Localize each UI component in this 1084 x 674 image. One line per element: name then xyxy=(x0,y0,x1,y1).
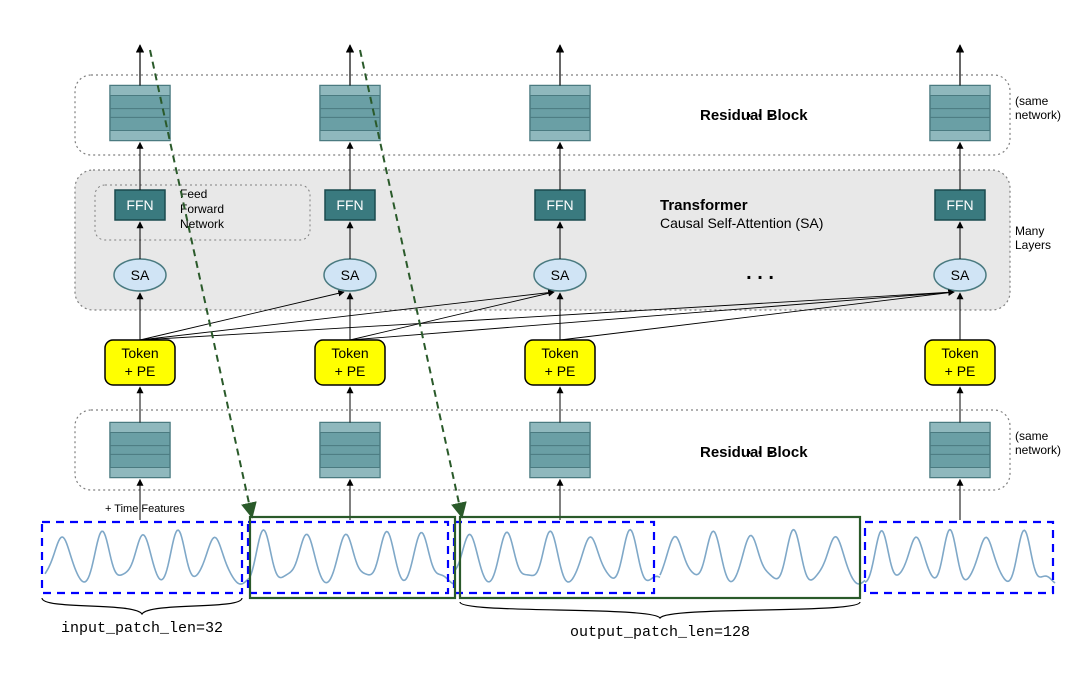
input-patch-box xyxy=(454,522,654,593)
many-layers-label: ManyLayers xyxy=(1015,224,1051,252)
input-patch-box xyxy=(865,522,1053,593)
signal-waveform xyxy=(660,530,865,584)
svg-text:+ PE: + PE xyxy=(125,363,156,379)
brace-label: input_patch_len=32 xyxy=(61,620,223,637)
brace xyxy=(460,602,860,618)
residual-block-label-top: Residual Block xyxy=(700,107,808,124)
same-network-bottom: (samenetwork) xyxy=(1015,429,1061,457)
sa-text: SA xyxy=(951,267,970,283)
transformer-title: Transformer xyxy=(660,197,748,214)
sa-text: SA xyxy=(551,267,570,283)
brace-label: output_patch_len=128 xyxy=(570,624,750,641)
ellipsis: . . . xyxy=(746,262,774,284)
residual-block-label-bottom: Residual Block xyxy=(700,444,808,461)
output-patch-box xyxy=(460,517,860,598)
token-text: Token xyxy=(121,345,158,361)
signal-waveform xyxy=(865,530,1055,583)
token-text: Token xyxy=(541,345,578,361)
ffn-text: FFN xyxy=(336,197,363,213)
architecture-diagram: . . . Residual Block (samenetwork) FFN FFN FF… xyxy=(0,0,1084,674)
sa-text: SA xyxy=(341,267,360,283)
signal-waveform xyxy=(455,530,660,582)
token-text: Token xyxy=(331,345,368,361)
same-network-top: (samenetwork) xyxy=(1015,94,1061,122)
svg-text:+ PE: + PE xyxy=(335,363,366,379)
transformer-subtitle: Causal Self-Attention (SA) xyxy=(660,215,823,231)
ffn-text: FFN xyxy=(546,197,573,213)
svg-text:+ PE: + PE xyxy=(545,363,576,379)
signal-waveform xyxy=(250,530,455,584)
token-text: Token xyxy=(941,345,978,361)
ffn-text: FFN xyxy=(126,197,153,213)
ffn-label: Feed xyxy=(180,187,207,201)
time-features-label: + Time Features xyxy=(105,503,185,515)
svg-text:Forward: Forward xyxy=(180,202,224,216)
signal-waveform xyxy=(45,530,250,584)
input-patch-box xyxy=(248,522,448,593)
brace xyxy=(42,598,242,614)
output-patch-box xyxy=(250,517,455,598)
ffn-text: FFN xyxy=(946,197,973,213)
sa-text: SA xyxy=(131,267,150,283)
svg-text:+ PE: + PE xyxy=(945,363,976,379)
